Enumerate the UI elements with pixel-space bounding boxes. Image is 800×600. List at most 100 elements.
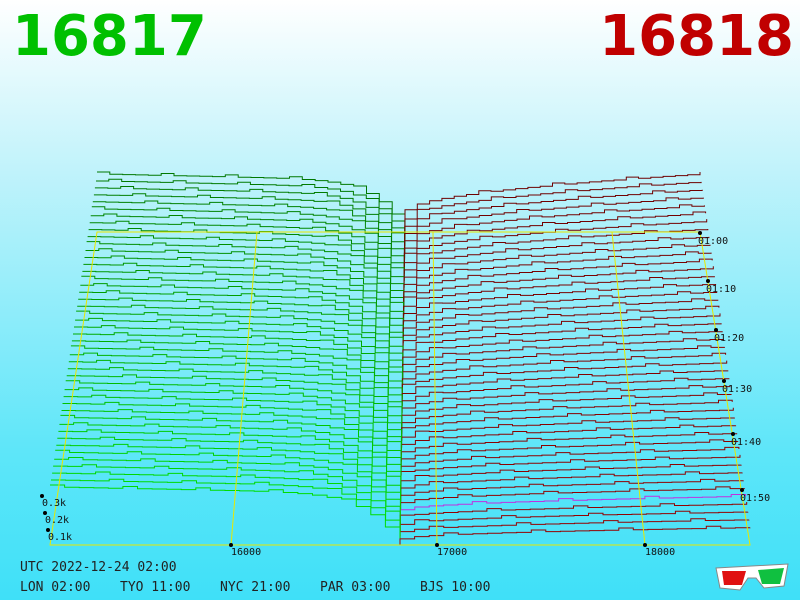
bid-depth-line [86,241,405,302]
depth-tick [40,494,44,498]
bid-depth-line [97,171,406,232]
depth-label: 0.2k [45,515,69,526]
bid-depth-line [84,255,405,316]
ask-depth-line [403,266,714,316]
ask-depth-line [402,305,720,351]
bid-depth-line [55,449,402,511]
city-clock: LON 02:00 [20,580,91,595]
bid-depth-line [90,213,405,274]
bid-depth-line [59,422,402,483]
time-tick [714,328,718,332]
utc-time: UTC 2022-12-24 02:00 [20,560,177,575]
ask-depth-line [401,417,735,448]
ask-depth-line [403,276,715,323]
ask-depth-line [399,510,749,532]
ask-depth-line [400,446,740,476]
bid-depth-line [66,374,403,432]
time-label: 01:10 [706,284,736,295]
ask-depth-line [402,323,722,365]
ask-depth-line [401,392,732,427]
ask-depth-line [402,330,723,372]
price-label: 17000 [437,547,467,558]
depth-tick [43,511,47,515]
city-clock: NYC 21:00 [220,580,291,595]
ask-depth-line [400,454,741,483]
ask-depth-line [399,494,747,518]
bid-depth-line [65,380,403,441]
bid-depth-line [53,464,401,525]
time-label: 01:00 [698,236,728,247]
ask-depth-line [404,197,704,253]
ask-depth-line [403,211,707,267]
city-clock: BJS 10:00 [420,580,491,595]
ask-depth-line [402,345,725,385]
price-tick [435,543,439,547]
ask-depth-line [404,189,703,246]
ask-depth-line [400,471,743,497]
bid-depth-line [58,429,402,490]
price-tick [643,543,647,547]
bid-depth-line [52,471,401,532]
price-label: 18000 [645,547,675,558]
ask-depth-line [399,518,750,538]
bid-depth-line [60,414,402,476]
bid-depth-line [93,193,406,253]
depth-label: 0.1k [48,532,72,543]
ask-depth-line [401,352,727,392]
bid-depth-line [54,457,401,518]
bid-depth-line [82,270,404,328]
price-grid-line [611,231,646,546]
price-grid-line [432,231,438,546]
time-label: 01:50 [740,493,770,504]
ask-depth-line [402,338,724,379]
bid-depth-line [94,186,406,246]
price-label: 16000 [231,547,261,558]
ask-depth-line [401,377,730,413]
ask-depth-line [399,502,748,525]
ask-depth-line [401,370,729,406]
bid-depth-line [77,304,404,363]
bid-depth-line [64,387,403,448]
ask-depth-line [402,313,721,358]
bid-depth-line [61,409,402,467]
time-label: 01:20 [714,333,744,344]
ask-depth-line [403,258,713,309]
time-label: 01:40 [731,437,761,448]
ask-depth-line [404,172,701,232]
ask-depth-line [401,399,733,434]
time-tick [722,379,726,383]
ask-price: 16818 [599,4,794,69]
bid-depth-line [74,325,404,385]
3d-glasses-toggle[interactable] [712,558,792,598]
time-tick [731,432,735,436]
bid-depth-line [62,401,402,462]
bid-depth-line [91,206,405,267]
bid-depth-line [85,248,405,309]
ask-depth-line [400,464,742,490]
bid-depth-line [50,484,401,545]
depth-tick [46,528,50,532]
ask-depth-line [401,407,734,441]
bid-depth-line [56,443,402,502]
time-tick [740,488,744,492]
time-tick [706,279,710,283]
ask-depth-line [400,439,739,469]
ask-depth-line [403,236,710,288]
bid-depth-line [87,235,405,293]
ask-depth-line [400,424,737,455]
bid-depth-line [63,394,402,455]
ask-depth-line [401,360,728,399]
city-clock: PAR 03:00 [320,580,391,595]
bid-depth-line [71,339,403,397]
bid-depth-line [57,436,402,497]
bid-price: 16817 [12,4,207,69]
ask-depth-line [400,478,744,504]
bid-depth-line [89,220,405,281]
city-clock: TYO 11:00 [120,580,191,595]
bid-depth-line [76,310,404,372]
time-label: 01:30 [722,384,752,395]
bid-depth-line [83,262,405,323]
depth-label: 0.3k [42,498,66,509]
